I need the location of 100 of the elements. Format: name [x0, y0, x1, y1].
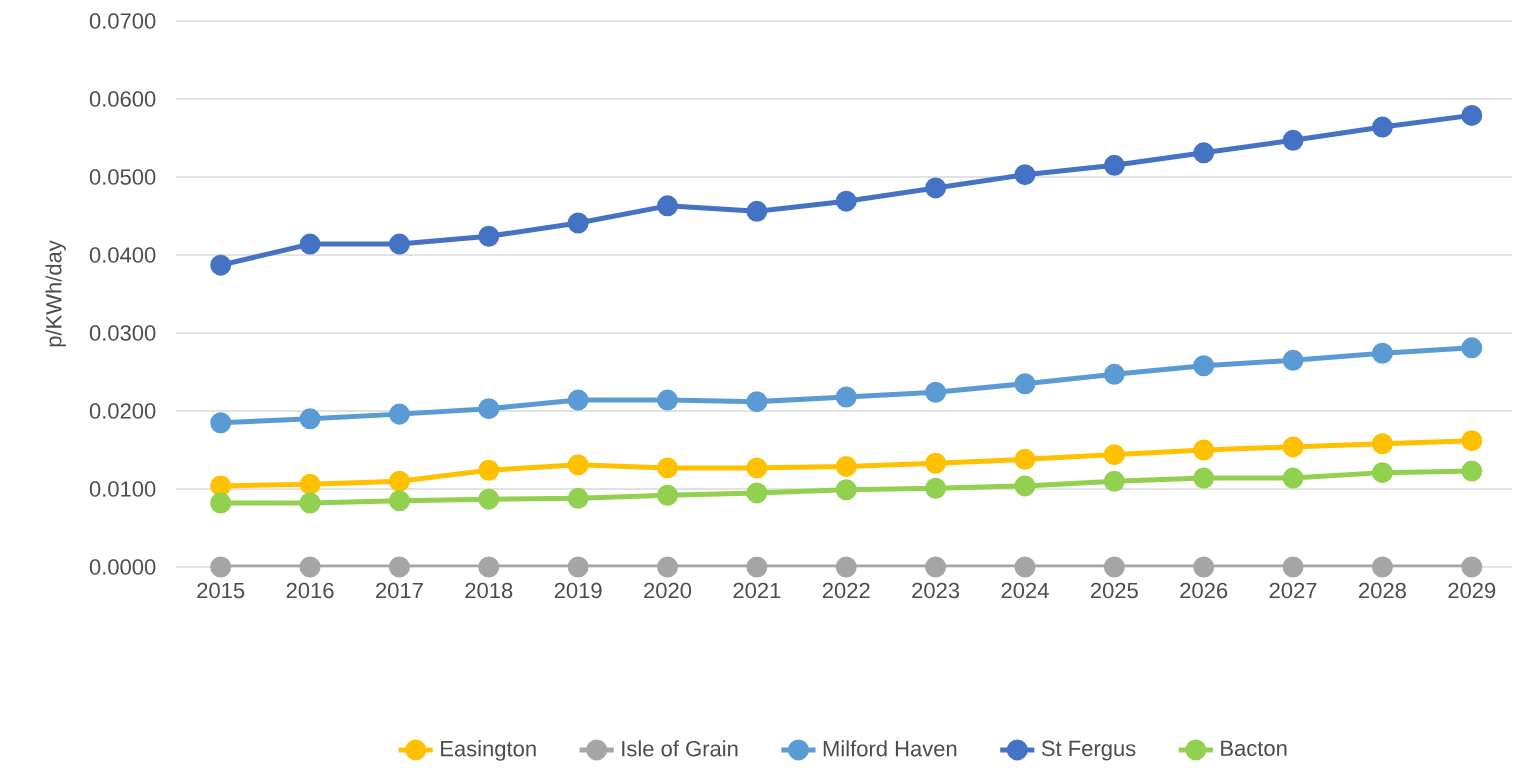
y-tick-label: 0.0000 — [89, 559, 156, 575]
point — [210, 475, 232, 497]
point — [835, 455, 857, 477]
point — [1461, 430, 1483, 452]
x-tick-label: 2015 — [197, 582, 245, 599]
point — [1014, 448, 1036, 470]
point — [1193, 439, 1215, 461]
point — [1014, 373, 1036, 395]
y-tick-label: 0.0400 — [89, 247, 156, 263]
point — [1461, 556, 1483, 578]
point — [1193, 142, 1215, 164]
point — [925, 477, 947, 499]
point — [657, 389, 679, 411]
point — [1282, 129, 1304, 151]
x-tick-label: 2020 — [644, 582, 692, 599]
point — [299, 233, 321, 255]
point — [1282, 349, 1304, 371]
x-tick-label: 2025 — [1090, 582, 1138, 599]
x-tick-label: 2017 — [376, 582, 423, 599]
point — [835, 556, 857, 578]
point — [746, 482, 768, 504]
point — [1014, 556, 1036, 578]
point — [1371, 462, 1393, 484]
x-tick-label: 2022 — [822, 582, 870, 599]
point — [478, 398, 500, 420]
point — [478, 488, 500, 510]
point — [1103, 556, 1125, 578]
point — [1103, 154, 1125, 176]
point — [925, 452, 947, 474]
x-tick-label: 2027 — [1269, 582, 1317, 599]
point — [210, 254, 232, 276]
point — [1282, 436, 1304, 458]
point — [1461, 104, 1483, 126]
y-tick-label: 0.0100 — [89, 481, 156, 497]
point — [567, 212, 589, 234]
point — [1282, 556, 1304, 578]
point — [210, 492, 232, 514]
point — [746, 457, 768, 479]
x-tick-label: 2018 — [465, 582, 513, 599]
point — [388, 233, 410, 255]
point — [567, 487, 589, 509]
point — [657, 195, 679, 217]
point — [1103, 363, 1125, 385]
point — [1103, 470, 1125, 492]
point — [1371, 556, 1393, 578]
y-tick-label: 0.0300 — [89, 325, 156, 341]
point — [299, 492, 321, 514]
y-tick-label: 0.0500 — [89, 169, 156, 185]
x-tick-label: 2019 — [554, 582, 602, 599]
y-tick-label: 0.0700 — [89, 13, 156, 29]
point — [746, 556, 768, 578]
point — [746, 200, 768, 222]
x-tick-label: 2021 — [733, 582, 781, 599]
point — [835, 479, 857, 501]
point — [1371, 116, 1393, 138]
point — [657, 556, 679, 578]
point — [299, 408, 321, 430]
legend-label: St Fergus — [1041, 740, 1136, 761]
point — [478, 556, 500, 578]
y-tick-label: 0.0600 — [89, 91, 156, 107]
point — [1282, 467, 1304, 489]
point — [1371, 433, 1393, 455]
y-axis-title: p/KWh/day — [45, 240, 66, 347]
y-tick-label: 0.0200 — [89, 403, 156, 419]
point — [388, 490, 410, 512]
point — [1461, 460, 1483, 482]
point — [1461, 337, 1483, 359]
point — [299, 473, 321, 495]
x-tick-label: 2024 — [1001, 582, 1049, 599]
point — [1014, 475, 1036, 497]
point — [657, 457, 679, 479]
point — [388, 556, 410, 578]
point — [925, 381, 947, 403]
point — [567, 389, 589, 411]
point — [1193, 556, 1215, 578]
point — [657, 484, 679, 506]
point — [835, 190, 857, 212]
point — [388, 470, 410, 492]
point — [478, 459, 500, 481]
point — [1193, 355, 1215, 377]
point — [746, 391, 768, 413]
point — [925, 556, 947, 578]
legend-label: Easington — [441, 740, 536, 761]
point — [925, 177, 947, 199]
legend-label: Milford Haven — [823, 740, 957, 757]
x-tick-label: 2026 — [1180, 582, 1228, 599]
x-tick-label: 2016 — [286, 582, 334, 599]
point — [1193, 467, 1215, 489]
point — [388, 403, 410, 425]
point — [299, 556, 321, 578]
point — [210, 556, 232, 578]
point — [1014, 164, 1036, 186]
point — [478, 225, 500, 247]
point — [1103, 444, 1125, 466]
point — [567, 454, 589, 476]
x-tick-label: 2023 — [912, 582, 960, 599]
point — [835, 386, 857, 408]
x-tick-label: 2029 — [1448, 582, 1496, 599]
point — [1371, 342, 1393, 364]
legend-label: Isle of Grain — [622, 740, 738, 757]
